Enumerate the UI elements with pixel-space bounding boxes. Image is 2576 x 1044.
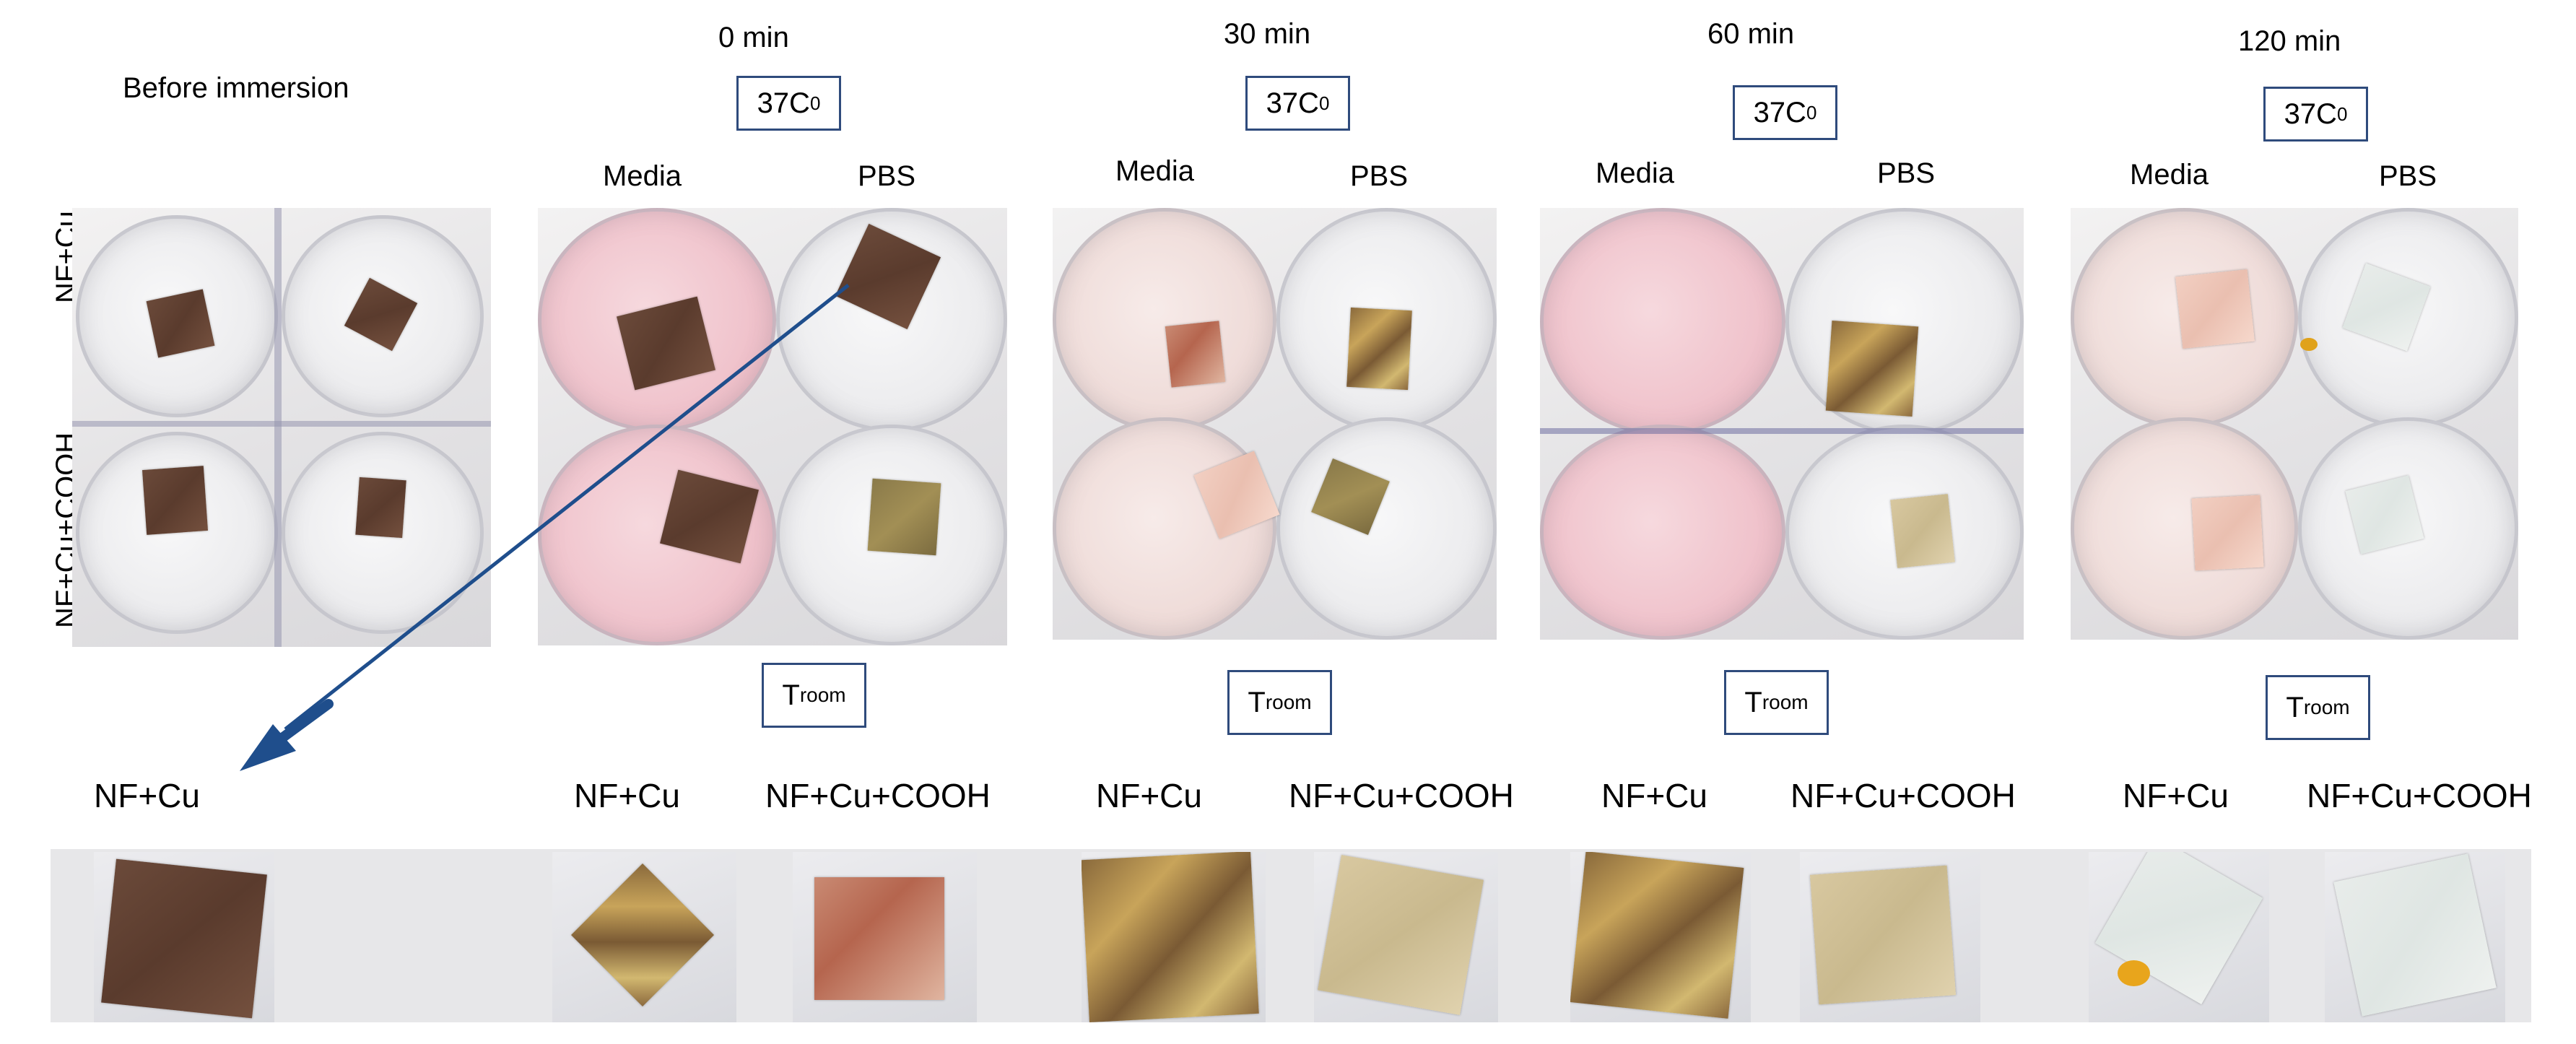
plate-divider xyxy=(1540,428,2024,434)
bottom-label: NF+Cu xyxy=(2123,777,2229,814)
troom-text: T xyxy=(782,679,800,711)
closeup-thumb xyxy=(793,852,977,1022)
photo-120-min xyxy=(2071,208,2518,640)
temp-box-120: 37C 0 xyxy=(2263,87,2368,142)
time-label-120: 120 min xyxy=(2238,25,2341,57)
arrow-line xyxy=(284,284,850,731)
yellow-spot xyxy=(2118,960,2150,986)
before-immersion-label: Before immersion xyxy=(123,72,349,104)
sample-swatch xyxy=(814,877,944,1000)
closeup-thumb xyxy=(94,852,274,1022)
sample-swatch xyxy=(1570,852,1744,1019)
arrow-head xyxy=(240,724,296,771)
temp-text: 37C xyxy=(1266,87,1319,119)
closeup-thumb xyxy=(1570,852,1751,1022)
plate-divider xyxy=(72,421,491,427)
time-label-60: 60 min xyxy=(1707,18,1795,50)
bottom-label: NF+Cu xyxy=(1096,777,1202,814)
photo-0-min xyxy=(538,208,1007,645)
photo-30-min xyxy=(1053,208,1497,640)
sample-swatch xyxy=(571,864,714,1006)
media-label-120: Media xyxy=(2130,159,2209,191)
sample-swatch xyxy=(2333,853,2497,1017)
bottom-label: NF+Cu+COOH xyxy=(2307,777,2532,814)
closeup-thumb xyxy=(552,852,736,1022)
photo-before-immersion xyxy=(72,208,491,647)
sample-swatch xyxy=(1809,865,1957,1005)
sample-swatch xyxy=(101,858,267,1019)
time-label-30: 30 min xyxy=(1224,18,1311,50)
media-label-0: Media xyxy=(603,160,682,192)
closeup-thumb xyxy=(1800,852,1980,1022)
time-label-0: 0 min xyxy=(718,22,789,53)
temp-box-0: 37C 0 xyxy=(736,76,841,131)
temp-text: 37C xyxy=(1753,96,1806,129)
sample-swatch xyxy=(1318,855,1484,1015)
closeup-thumb xyxy=(2089,852,2269,1022)
bottom-label: NF+Cu xyxy=(574,777,680,814)
sample-swatch xyxy=(2094,852,2263,1005)
pbs-label-60: PBS xyxy=(1877,157,1936,189)
well xyxy=(2071,417,2298,640)
temp-box-60: 37C 0 xyxy=(1733,85,1837,140)
troom-text: T xyxy=(1744,686,1762,718)
well xyxy=(1540,425,1785,640)
troom-text: T xyxy=(2286,691,2304,723)
closeup-thumb xyxy=(1082,852,1266,1022)
plate-divider xyxy=(274,208,282,647)
closeup-thumb xyxy=(1314,852,1498,1022)
bottom-label: NF+Cu+COOH xyxy=(1790,777,2016,814)
bottom-label: NF+Cu xyxy=(94,777,200,814)
temp-text: 37C xyxy=(2284,97,2337,130)
photo-60-min xyxy=(1540,208,2024,640)
closeup-thumb xyxy=(2325,852,2505,1022)
well xyxy=(76,432,278,634)
bottom-label: NF+Cu+COOH xyxy=(1289,777,1514,814)
media-label-30: Media xyxy=(1115,155,1194,187)
well xyxy=(2298,417,2518,640)
well xyxy=(1276,417,1497,640)
bottom-label: NF+Cu+COOH xyxy=(765,777,991,814)
yellow-spot xyxy=(2300,338,2318,351)
media-label-60: Media xyxy=(1596,157,1674,189)
troom-text: T xyxy=(1248,686,1266,718)
temp-box-30: 37C 0 xyxy=(1245,76,1350,131)
sample-swatch xyxy=(1082,852,1259,1022)
pbs-label-30: PBS xyxy=(1350,160,1409,192)
pbs-label-120: PBS xyxy=(2379,160,2437,192)
pbs-label-0: PBS xyxy=(858,160,916,192)
bottom-label: NF+Cu xyxy=(1601,777,1707,814)
temp-text: 37C xyxy=(757,87,810,119)
